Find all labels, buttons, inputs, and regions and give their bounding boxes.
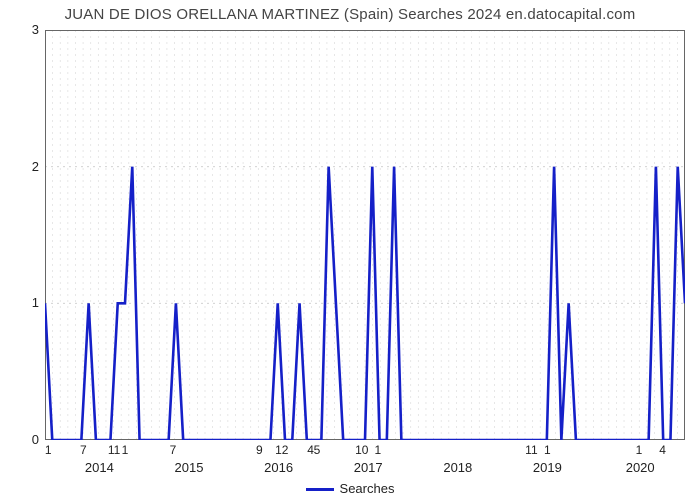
y-tick-label: 3 [19,22,39,37]
legend-swatch [306,488,334,491]
x-year-label: 2020 [626,460,655,475]
x-value-label: 7 [80,443,87,457]
y-tick-label: 2 [19,159,39,174]
x-value-label: 7 [170,443,177,457]
x-value-label: 10 [355,443,368,457]
x-value-label: 9 [256,443,263,457]
x-value-label: 1 [122,443,129,457]
x-value-label: 11 [108,443,120,457]
x-value-label: 11 [525,443,537,457]
x-value-label: 1 [45,443,52,457]
x-value-label: 12 [275,443,288,457]
plot-area [45,30,685,440]
x-value-label: 1 [544,443,551,457]
x-year-label: 2017 [354,460,383,475]
x-value-label: 4 [659,443,666,457]
chart-title: JUAN DE DIOS ORELLANA MARTINEZ (Spain) S… [0,6,700,23]
legend-label: Searches [340,481,395,496]
legend: Searches [0,481,700,496]
chart-svg [45,30,685,440]
x-year-label: 2015 [175,460,204,475]
x-value-label: 5 [314,443,321,457]
chart-container: JUAN DE DIOS ORELLANA MARTINEZ (Spain) S… [0,0,700,500]
y-tick-label: 1 [19,295,39,310]
x-year-label: 2019 [533,460,562,475]
x-value-label: 1 [374,443,381,457]
x-year-label: 2014 [85,460,114,475]
x-year-label: 2018 [443,460,472,475]
x-value-label: 1 [636,443,643,457]
x-year-label: 2016 [264,460,293,475]
y-tick-label: 0 [19,432,39,447]
